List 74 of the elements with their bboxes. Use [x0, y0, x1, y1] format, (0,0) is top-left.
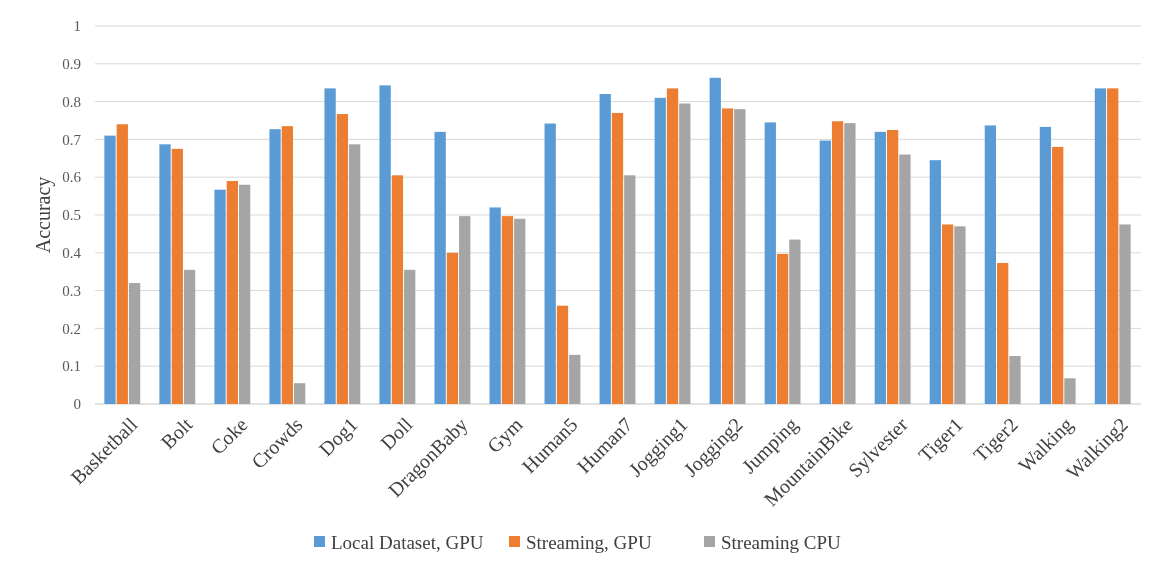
bar [514, 218, 526, 404]
bar [569, 354, 581, 404]
bar [324, 88, 336, 404]
bar [844, 123, 856, 404]
legend-label: Streaming, GPU [526, 531, 652, 553]
bar [391, 175, 404, 404]
bar [281, 126, 293, 404]
bar [336, 114, 349, 404]
bar [544, 123, 556, 404]
bar [379, 85, 391, 404]
bar [434, 131, 446, 404]
y-tick-label: 0.2 [62, 320, 81, 337]
bar [734, 109, 746, 404]
x-tick-label: Bolt [156, 412, 197, 454]
bar [459, 216, 471, 404]
y-tick-label: 0 [73, 396, 81, 413]
bar [776, 253, 789, 404]
y-tick-label: 1 [73, 18, 81, 35]
bar [159, 144, 171, 404]
y-tick-label: 0.5 [62, 207, 81, 224]
y-axis-title: Accuracy [32, 176, 55, 254]
bar [116, 124, 128, 404]
bar [104, 135, 116, 404]
y-tick-label: 0.1 [62, 358, 81, 375]
bar [1039, 126, 1052, 404]
bar [226, 180, 238, 404]
bar [679, 103, 691, 404]
bar [294, 383, 306, 404]
y-tick-label: 0.4 [62, 245, 82, 262]
bar [1094, 88, 1107, 404]
bar [171, 148, 183, 404]
bar [349, 144, 361, 404]
bar [789, 239, 801, 404]
bar [1107, 88, 1119, 404]
y-tick-label: 0.3 [62, 282, 81, 299]
bar [984, 125, 997, 404]
bar [1064, 378, 1076, 404]
bar [721, 108, 734, 404]
bar [831, 121, 844, 404]
bar [404, 269, 416, 404]
bar [954, 226, 966, 404]
bar [886, 129, 899, 404]
bar [899, 154, 911, 404]
bar [128, 283, 141, 404]
bar [238, 184, 251, 404]
legend-label: Streaming CPU [721, 531, 842, 553]
x-tick-label: Coke [206, 413, 252, 459]
bar [214, 189, 226, 404]
bar [599, 94, 611, 404]
bar [1009, 355, 1021, 404]
bar [1052, 146, 1064, 404]
bar [819, 140, 831, 404]
bar [654, 97, 666, 404]
bar [1119, 224, 1131, 404]
bar [709, 77, 721, 404]
y-tick-label: 0.8 [62, 93, 81, 110]
bar [666, 88, 679, 404]
y-tick-label: 0.9 [62, 56, 81, 73]
bar [997, 263, 1009, 404]
bar [489, 207, 501, 404]
bar [624, 175, 636, 404]
y-tick-label: 0.6 [62, 169, 82, 186]
bar [764, 122, 776, 404]
bar [929, 160, 941, 404]
bar [501, 216, 514, 404]
bar [183, 269, 196, 404]
bar [446, 252, 459, 404]
y-tick-label: 0.7 [62, 131, 82, 148]
bar [556, 305, 569, 404]
bar [611, 112, 624, 404]
bar [942, 224, 954, 404]
bar [874, 131, 886, 404]
legend-label: Local Dataset, GPU [331, 531, 484, 553]
bar [269, 129, 281, 404]
